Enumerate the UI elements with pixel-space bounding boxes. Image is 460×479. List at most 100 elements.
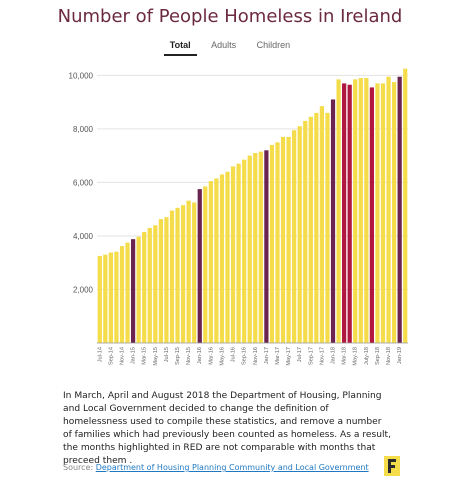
bar bbox=[197, 189, 202, 343]
bar bbox=[103, 254, 108, 343]
x-tick-label: Jul-17 bbox=[297, 347, 303, 362]
x-tick-label: Sep-18 bbox=[375, 347, 381, 365]
x-tick-label: Mar-18 bbox=[342, 347, 348, 365]
bar bbox=[336, 79, 341, 344]
bar bbox=[380, 83, 386, 344]
y-tick-label: 4,000 bbox=[73, 232, 94, 241]
bar bbox=[242, 159, 247, 343]
bar bbox=[325, 112, 330, 343]
x-tick-label: Jul-14 bbox=[97, 347, 103, 362]
bar bbox=[108, 252, 113, 343]
bar bbox=[114, 251, 119, 343]
x-tick-label: Nov-17 bbox=[319, 347, 325, 365]
y-tick-label: 10,000 bbox=[69, 71, 94, 80]
y-tick-label: 6,000 bbox=[73, 178, 94, 187]
y-tick-label: 8,000 bbox=[73, 125, 94, 134]
x-tick-label: May-15 bbox=[153, 347, 159, 366]
bar bbox=[208, 181, 213, 343]
bar bbox=[230, 166, 236, 343]
x-tick-label: Sep-15 bbox=[175, 347, 181, 365]
bar bbox=[314, 112, 319, 343]
bar bbox=[180, 205, 186, 343]
bar bbox=[269, 144, 275, 343]
chart-area: 2,000 4,000 6,000 8,000 10,000 Jul-14 Sep-14 No… bbox=[0, 60, 460, 380]
bar bbox=[308, 116, 313, 343]
x-tick-label: Jan-17 bbox=[264, 347, 270, 364]
x-tick-label: May-17 bbox=[286, 347, 292, 366]
bar bbox=[292, 130, 297, 343]
y-tick-label: 2,000 bbox=[73, 285, 94, 294]
bar bbox=[353, 79, 358, 344]
bar bbox=[286, 136, 291, 343]
source-link[interactable]: Department of Housing Planning Community… bbox=[95, 463, 369, 472]
x-tick-label: Jul-16 bbox=[231, 347, 237, 362]
bar bbox=[253, 152, 258, 343]
x-tick-label: May-18 bbox=[353, 347, 359, 366]
bar bbox=[236, 163, 241, 343]
x-tick-label: Nov-15 bbox=[186, 347, 192, 365]
bar bbox=[164, 217, 169, 343]
source-line: Source: Department of Housing Planning C… bbox=[63, 463, 369, 472]
bar bbox=[258, 151, 263, 343]
bar bbox=[275, 142, 280, 343]
bar-chart: 2,000 4,000 6,000 8,000 10,000 Jul-14 Sep-14 No… bbox=[69, 68, 408, 366]
x-tick-label: Mar-15 bbox=[142, 347, 148, 365]
tab-bar: Total Adults Children bbox=[0, 40, 460, 56]
bar bbox=[297, 126, 302, 343]
bar bbox=[358, 78, 363, 344]
bar bbox=[386, 76, 391, 343]
bar bbox=[392, 82, 397, 344]
x-tick-label: Nov-16 bbox=[253, 347, 259, 365]
bar bbox=[247, 155, 252, 343]
chart-title: Number of People Homeless in Ireland bbox=[57, 6, 403, 27]
x-tick-label: Jul-15 bbox=[164, 347, 170, 362]
bar bbox=[225, 171, 230, 343]
x-tick-label: Mar-16 bbox=[208, 347, 214, 365]
x-tick-label: July-18 bbox=[364, 347, 370, 365]
bar bbox=[330, 99, 336, 343]
x-tick-label: Nov-18 bbox=[386, 347, 392, 365]
x-tick-label: Nov-14 bbox=[119, 347, 125, 365]
bar bbox=[219, 174, 225, 343]
bar bbox=[119, 246, 125, 343]
bar bbox=[175, 207, 180, 343]
bar bbox=[403, 68, 408, 343]
x-tick-label: Jan-15 bbox=[131, 347, 137, 364]
bar bbox=[364, 78, 369, 344]
x-tick-label: Sep-14 bbox=[108, 347, 114, 365]
bar bbox=[97, 256, 102, 343]
bar bbox=[280, 136, 286, 343]
x-tick-label: Sep-16 bbox=[242, 347, 248, 365]
bar bbox=[192, 202, 197, 343]
source-label: Source: bbox=[63, 463, 94, 472]
tab-children[interactable]: Children bbox=[256, 40, 291, 50]
bar bbox=[203, 186, 208, 343]
bar bbox=[153, 225, 158, 343]
bar bbox=[125, 242, 130, 343]
bar bbox=[186, 200, 191, 343]
bar bbox=[303, 120, 308, 343]
bar bbox=[214, 178, 219, 343]
bar bbox=[369, 87, 375, 343]
bar bbox=[319, 106, 325, 344]
bar bbox=[397, 76, 402, 343]
bar bbox=[158, 219, 163, 343]
bar bbox=[142, 231, 147, 343]
bar bbox=[375, 83, 380, 344]
x-tick-label: Jan-19 bbox=[397, 347, 403, 364]
footnote: In March, April and August 2018 the Depa… bbox=[63, 391, 391, 466]
tab-total[interactable]: Total bbox=[163, 40, 197, 56]
tab-adults[interactable]: Adults bbox=[211, 40, 237, 50]
brand-logo-icon bbox=[384, 456, 400, 476]
x-tick-label: Sep-17 bbox=[308, 347, 314, 365]
bar bbox=[347, 84, 352, 343]
x-tick-label: May-16 bbox=[219, 347, 225, 366]
bar bbox=[136, 236, 141, 343]
x-tick-label: Mar-17 bbox=[275, 347, 281, 365]
x-tick-label: Jan-18 bbox=[331, 347, 337, 364]
x-tick-label: Jan-16 bbox=[197, 347, 203, 364]
bar bbox=[264, 150, 269, 343]
bar bbox=[342, 83, 347, 344]
bar bbox=[169, 210, 175, 343]
bar bbox=[130, 239, 136, 343]
